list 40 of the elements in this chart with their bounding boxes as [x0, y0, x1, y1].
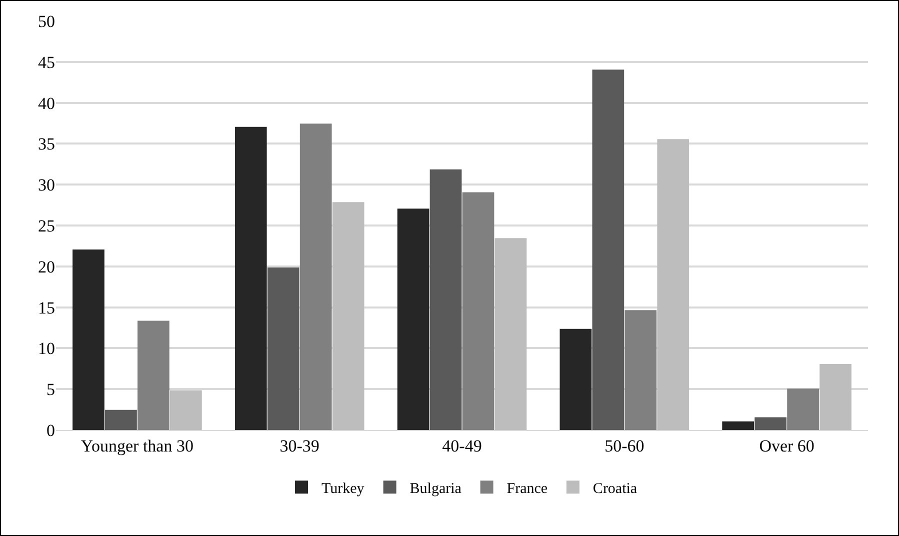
legend-label: Turkey	[322, 481, 365, 497]
bar	[300, 124, 332, 430]
bar	[105, 410, 137, 430]
bar	[267, 268, 300, 430]
bar	[787, 388, 819, 430]
y-tick-label: 5	[46, 380, 55, 400]
bar	[332, 202, 364, 430]
y-tick-label: 45	[38, 52, 55, 72]
y-tick-label: 35	[38, 134, 55, 154]
bar	[138, 320, 170, 430]
bar	[657, 139, 690, 430]
y-tick-label: 10	[38, 339, 55, 358]
x-tick-label: 40-49	[442, 436, 482, 456]
y-tick-label: 25	[38, 216, 55, 236]
y-tick-label: 15	[38, 298, 55, 318]
bar	[592, 70, 624, 430]
bar	[560, 328, 592, 430]
x-tick-label: Younger than 30	[80, 436, 194, 456]
x-tick-label: Over 60	[759, 436, 814, 456]
bar	[820, 364, 852, 430]
bar	[494, 238, 527, 430]
y-tick-label: 30	[38, 176, 55, 195]
x-tick-label: 30-39	[280, 436, 320, 456]
y-tick-label: 40	[38, 94, 55, 113]
legend-label: Bulgaria	[410, 481, 462, 497]
legend-label: France	[506, 481, 548, 497]
y-tick-label: 0	[46, 420, 55, 440]
bar	[462, 192, 494, 430]
bar	[234, 126, 267, 430]
x-tick-label: 50-60	[604, 436, 644, 456]
legend-label: Croatia	[592, 481, 638, 497]
bar	[722, 421, 754, 430]
y-tick-label: 20	[38, 257, 55, 276]
bar	[430, 169, 462, 430]
bar	[72, 250, 104, 430]
bar	[397, 208, 430, 430]
y-tick-label: 50	[38, 12, 55, 31]
bar	[754, 417, 786, 430]
bar	[624, 310, 657, 430]
bar	[170, 390, 202, 430]
